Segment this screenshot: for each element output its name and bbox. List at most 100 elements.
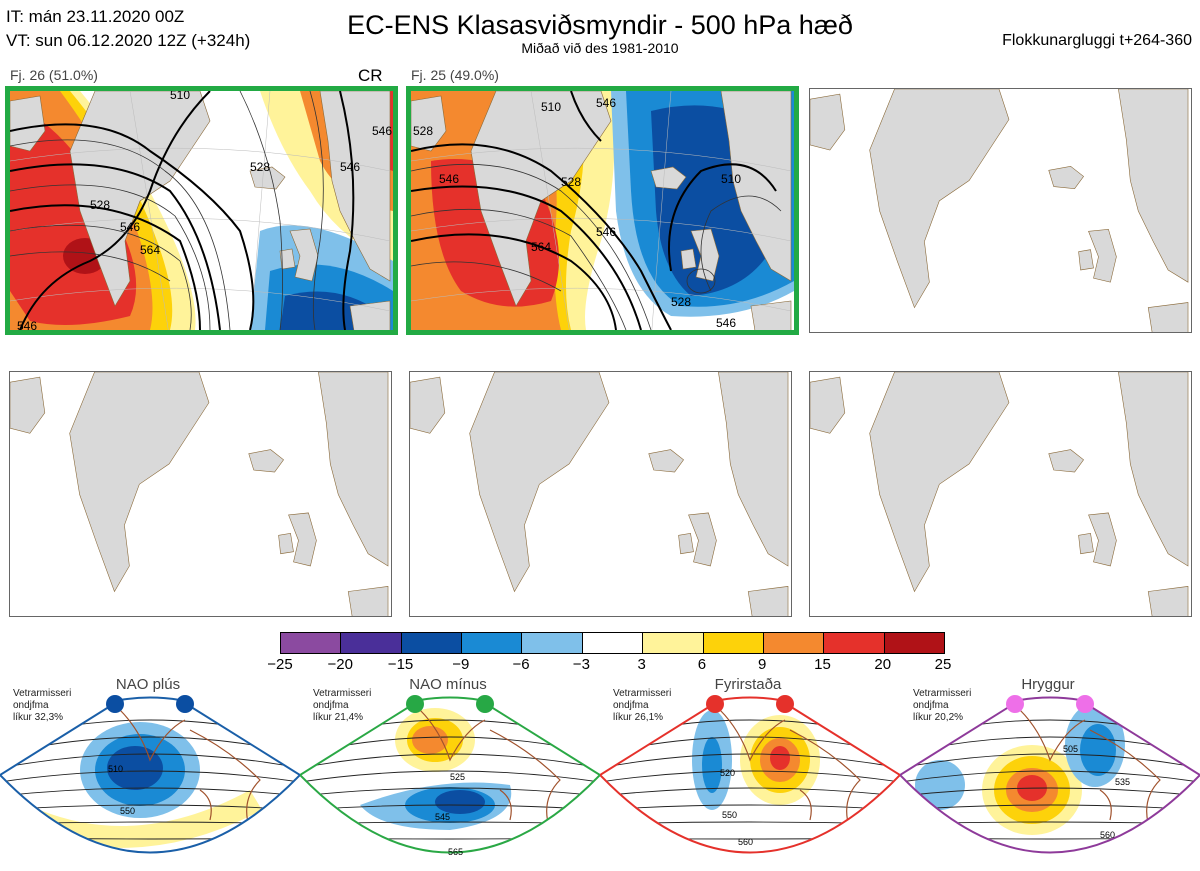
height-contour bbox=[300, 804, 600, 811]
regime-dot bbox=[1006, 695, 1024, 713]
contour-label: 546 bbox=[596, 225, 616, 239]
regime-contour-label: 560 bbox=[738, 837, 753, 847]
regime-season: Vetrarmisseri bbox=[913, 688, 972, 699]
contour-label: 546 bbox=[439, 172, 459, 186]
colorbar-tick-label: −20 bbox=[327, 656, 353, 673]
regime-contour-label: 505 bbox=[1063, 744, 1078, 754]
contour-label: 546 bbox=[340, 160, 360, 174]
cluster-2-label: Fj. 25 (49.0%) bbox=[411, 67, 499, 83]
colorbar-segment bbox=[762, 633, 824, 653]
contour-label: 528 bbox=[90, 198, 110, 212]
regime-contour-label: 565 bbox=[448, 847, 463, 857]
colorbar-segment bbox=[461, 633, 522, 653]
regime-prob: líkur 32,3% bbox=[13, 712, 64, 723]
regime-dot bbox=[406, 695, 424, 713]
regime-info: Vetrarmisseri ondjfma líkur 32,3% bbox=[13, 688, 71, 724]
colorbar-tick-label: 9 bbox=[758, 656, 767, 673]
height-contour bbox=[900, 753, 1200, 769]
regime-info: Vetrarmisseri ondjfma líkur 26,1% bbox=[613, 688, 671, 724]
height-contour bbox=[300, 770, 600, 783]
colorbar-tick-label: 25 bbox=[934, 656, 952, 673]
regime-map: 505 535 560 bbox=[900, 695, 1200, 854]
regime-level: ondjfma bbox=[913, 700, 949, 711]
regime-prob: líkur 20,2% bbox=[913, 712, 964, 723]
colorbar-tick-label: 6 bbox=[697, 656, 707, 673]
height-contour bbox=[900, 770, 1200, 783]
regime-dot bbox=[706, 695, 724, 713]
regime-level: ondjfma bbox=[613, 700, 649, 711]
regime-map: 525 545 565 bbox=[300, 695, 600, 857]
regime-info: Vetrarmisseri ondjfma líkur 20,2% bbox=[913, 688, 971, 724]
colorbar-tick-label: 20 bbox=[874, 656, 892, 673]
initial-time: IT: mán 23.11.2020 00Z bbox=[6, 7, 185, 26]
regime-contour-label: 535 bbox=[1115, 777, 1130, 787]
colorbar-tick-label: 3 bbox=[637, 656, 646, 673]
regime-dot bbox=[176, 695, 194, 713]
regime-title: Fyrirstaða bbox=[714, 676, 782, 693]
regime-contour-label: 520 bbox=[720, 768, 735, 778]
header-info: IT: mán 23.11.2020 00Z VT: sun 06.12.202… bbox=[6, 5, 250, 53]
coastline bbox=[119, 709, 261, 831]
regime-contour-label: 550 bbox=[120, 806, 135, 816]
colorbar-tick-label: −9 bbox=[452, 656, 470, 673]
colorbar-segment bbox=[883, 633, 944, 653]
height-contour bbox=[0, 770, 300, 783]
regime-contour-label: 510 bbox=[108, 764, 123, 774]
colorbar-segment bbox=[400, 633, 462, 653]
regime-contour-label: 550 bbox=[722, 810, 737, 820]
cluster-1-label: Fj. 26 (51.0%) bbox=[10, 67, 98, 83]
anomaly-shading bbox=[40, 790, 262, 848]
page-title: EC-ENS Klasasviðsmyndir - 500 hPa hæð bbox=[347, 10, 853, 40]
regime-dot bbox=[106, 695, 124, 713]
anomaly-shading bbox=[770, 746, 790, 770]
coastline bbox=[1019, 709, 1161, 831]
regime-frame bbox=[900, 696, 1200, 854]
contour-label: 546 bbox=[120, 220, 140, 234]
contour-label: 528 bbox=[413, 124, 433, 138]
colorbar-tick-label: −25 bbox=[267, 656, 293, 673]
colorbar-segment bbox=[281, 633, 341, 653]
regime-contour-label: 560 bbox=[1100, 830, 1115, 840]
anomaly-shading bbox=[412, 726, 448, 754]
height-contour bbox=[600, 804, 900, 811]
base-map bbox=[810, 372, 1189, 616]
cluster-2-anomaly-map: 528 510 546 528 546 564 546 510 528 546 bbox=[411, 91, 794, 330]
cluster-2-map[interactable]: 528 510 546 528 546 564 546 510 528 546 bbox=[406, 86, 799, 335]
contour-label: 528 bbox=[671, 295, 691, 309]
regime-level: ondjfma bbox=[313, 700, 349, 711]
colorbar-segment bbox=[823, 633, 884, 653]
coastline bbox=[719, 709, 861, 831]
regime-prob: líkur 21,4% bbox=[313, 712, 364, 723]
contour-label: 510 bbox=[721, 172, 741, 186]
contour-label: 528 bbox=[250, 160, 270, 174]
regime-title: Hryggur bbox=[1021, 676, 1075, 693]
base-map bbox=[810, 89, 1189, 332]
page-subtitle: Miðað við des 1981-2010 bbox=[521, 40, 679, 56]
contour-label: 546 bbox=[17, 319, 37, 330]
base-map bbox=[10, 372, 389, 616]
regime-frame bbox=[300, 696, 600, 854]
colorbar-segment bbox=[340, 633, 401, 653]
height-contour bbox=[0, 787, 300, 797]
cluster-1-tag: CR bbox=[358, 66, 383, 85]
cluster-1-map[interactable]: 510 528 546 564 546 528 546 546 bbox=[5, 86, 398, 335]
regime-season: Vetrarmisseri bbox=[13, 688, 72, 699]
colorbar bbox=[280, 632, 945, 654]
regime-map: 520 550 560 bbox=[600, 695, 900, 854]
regime-contour-label: 545 bbox=[435, 812, 450, 822]
cluster-1-anomaly-map: 510 528 546 564 546 528 546 546 bbox=[10, 91, 393, 330]
anomaly-shading bbox=[435, 790, 485, 814]
regime-map: 510 550 bbox=[0, 695, 300, 854]
base-map bbox=[410, 372, 789, 616]
colorbar-tick-label: 15 bbox=[814, 656, 831, 673]
regime-frame bbox=[0, 696, 300, 854]
regime-contour-label: 525 bbox=[450, 772, 465, 782]
empty-map-slot-4 bbox=[9, 371, 392, 617]
anomaly-shading bbox=[915, 760, 965, 810]
colorbar-segment bbox=[642, 633, 703, 653]
contour-label: 510 bbox=[541, 100, 561, 114]
regime-dot bbox=[476, 695, 494, 713]
contour-label: 546 bbox=[716, 316, 736, 330]
regime-title: NAO plús bbox=[115, 676, 181, 693]
contour-label: 528 bbox=[561, 175, 581, 189]
